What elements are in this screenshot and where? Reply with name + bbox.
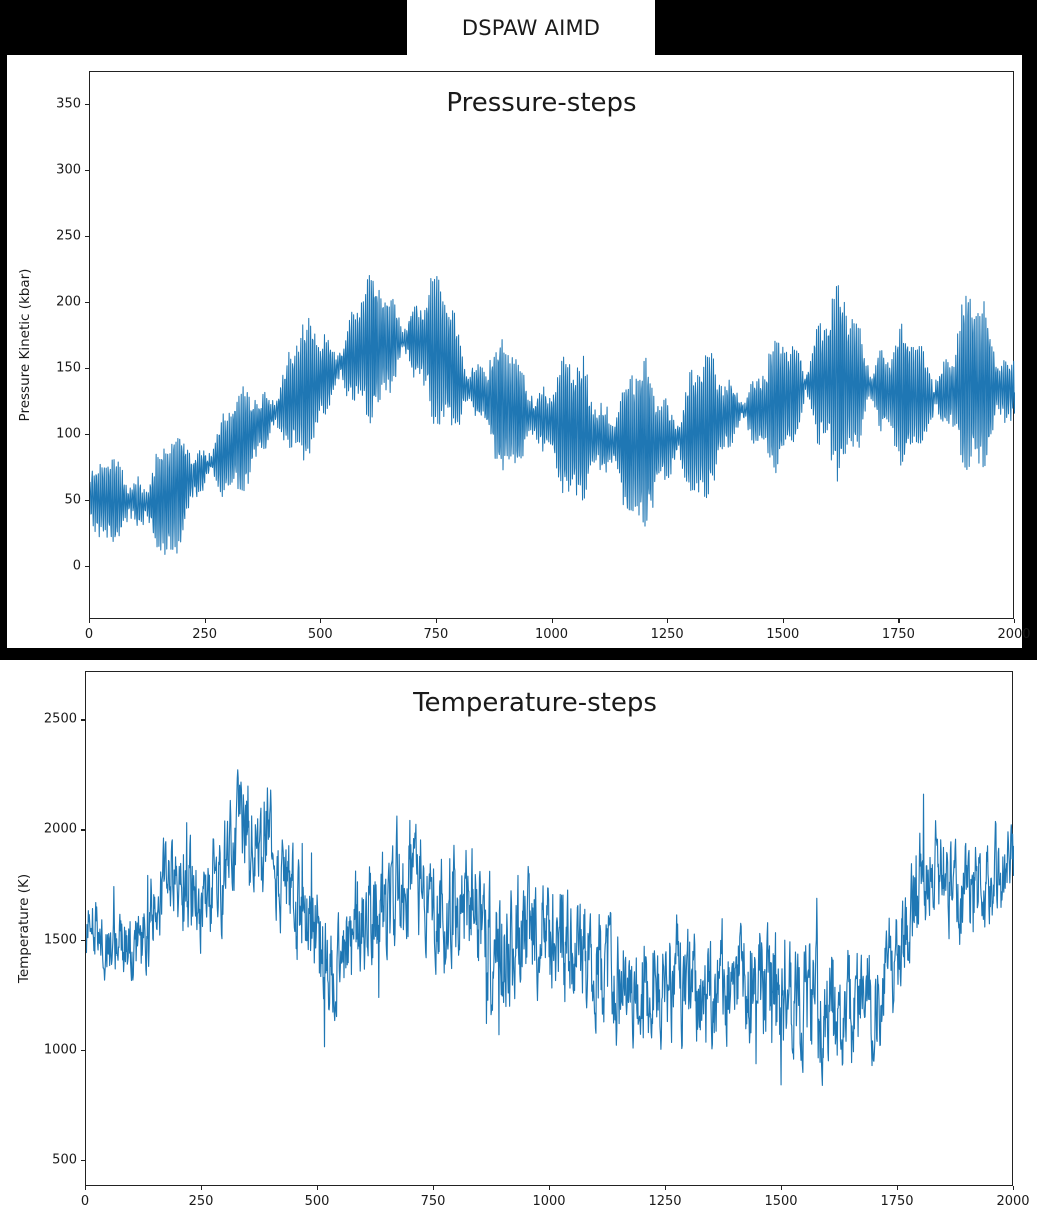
x-tick-mark <box>665 1186 667 1190</box>
x-tick-mark <box>667 619 669 623</box>
y-tick-label: 1500 <box>43 932 77 947</box>
y-tick-mark <box>85 302 89 304</box>
chart-title: Pressure-steps <box>446 88 637 118</box>
y-tick-mark <box>85 170 89 172</box>
x-tick-label: 750 <box>423 627 449 642</box>
x-tick-label: 1500 <box>764 1194 798 1209</box>
y-tick-mark <box>85 368 89 370</box>
x-tick-mark <box>89 619 91 623</box>
y-tick-label: 150 <box>56 360 81 376</box>
window-title-bar: DSPAW AIMD <box>0 0 1037 55</box>
x-tick-mark <box>320 619 322 623</box>
x-tick-mark <box>201 1186 203 1190</box>
x-tick-label: 500 <box>304 1194 330 1209</box>
x-tick-label: 1750 <box>881 627 915 642</box>
plot-area-temperature <box>85 671 1014 1186</box>
x-tick-label: 250 <box>192 627 218 642</box>
y-tick-mark <box>81 1159 85 1161</box>
y-tick-label: 200 <box>56 294 81 310</box>
y-tick-label: 500 <box>52 1152 77 1168</box>
window-title: DSPAW AIMD <box>461 15 601 40</box>
data-line <box>86 769 1014 1087</box>
y-tick-label: 2000 <box>43 821 77 837</box>
x-tick-label: 1000 <box>534 627 569 642</box>
x-tick-mark <box>1013 1186 1015 1190</box>
y-tick-label: 1000 <box>43 1042 77 1058</box>
y-axis-label: Pressure Kinetic (kbar) <box>17 268 33 422</box>
x-tick-mark <box>1014 619 1016 623</box>
x-tick-mark <box>782 619 784 623</box>
x-tick-mark <box>85 1186 87 1190</box>
y-tick-label: 300 <box>56 162 81 178</box>
y-tick-mark <box>85 104 89 106</box>
figure-pressure-steps: 0 250 500 750 1000 1250 1500 1750 2000 0 50 100 150 2… <box>7 55 1031 648</box>
temperature-series <box>86 769 1014 1087</box>
y-tick-label: 350 <box>56 96 81 112</box>
plot-area-pressure <box>89 71 1015 619</box>
x-tick-mark <box>317 1186 319 1190</box>
x-tick-label: 1750 <box>880 1194 914 1209</box>
x-tick-label: 1250 <box>650 627 684 642</box>
data-line <box>90 274 1015 555</box>
x-tick-mark <box>433 1186 435 1190</box>
pressure-series <box>90 274 1015 555</box>
x-tick-label: 500 <box>307 627 333 642</box>
x-tick-label: 1500 <box>766 627 800 642</box>
y-tick-mark <box>81 939 85 941</box>
figure-temperature-steps: 0 250 500 750 1000 1250 1500 1750 2000 500 1000 150… <box>0 660 1037 1230</box>
y-tick-label: 0 <box>72 558 81 574</box>
x-tick-mark <box>551 619 553 623</box>
y-tick-mark <box>85 500 89 502</box>
x-tick-label: 0 <box>84 627 94 642</box>
x-tick-label: 250 <box>188 1194 214 1209</box>
y-tick-label: 100 <box>56 426 81 442</box>
chart-title: Temperature-steps <box>413 688 657 718</box>
x-tick-label: 0 <box>80 1194 90 1209</box>
title-box: DSPAW AIMD <box>407 0 655 55</box>
y-tick-mark <box>81 1049 85 1051</box>
y-tick-label: 250 <box>56 228 81 244</box>
x-tick-mark <box>898 619 900 623</box>
y-tick-mark <box>81 719 85 721</box>
y-tick-mark <box>85 236 89 238</box>
y-tick-label: 2500 <box>43 711 77 727</box>
y-tick-mark <box>85 434 89 436</box>
x-tick-label: 2000 <box>997 627 1031 642</box>
y-tick-label: 50 <box>64 492 81 508</box>
x-tick-mark <box>435 619 438 623</box>
x-tick-label: 1250 <box>648 1194 682 1209</box>
x-tick-mark <box>204 619 206 623</box>
y-tick-mark <box>81 829 85 831</box>
x-tick-label: 750 <box>420 1194 446 1209</box>
x-tick-mark <box>781 1186 783 1190</box>
x-tick-mark <box>549 1186 551 1190</box>
x-tick-mark <box>897 1186 899 1190</box>
y-axis-label: Temperature (K) <box>16 873 32 984</box>
x-tick-label: 2000 <box>996 1194 1030 1209</box>
x-tick-label: 1000 <box>532 1194 566 1209</box>
y-tick-mark <box>85 566 89 568</box>
